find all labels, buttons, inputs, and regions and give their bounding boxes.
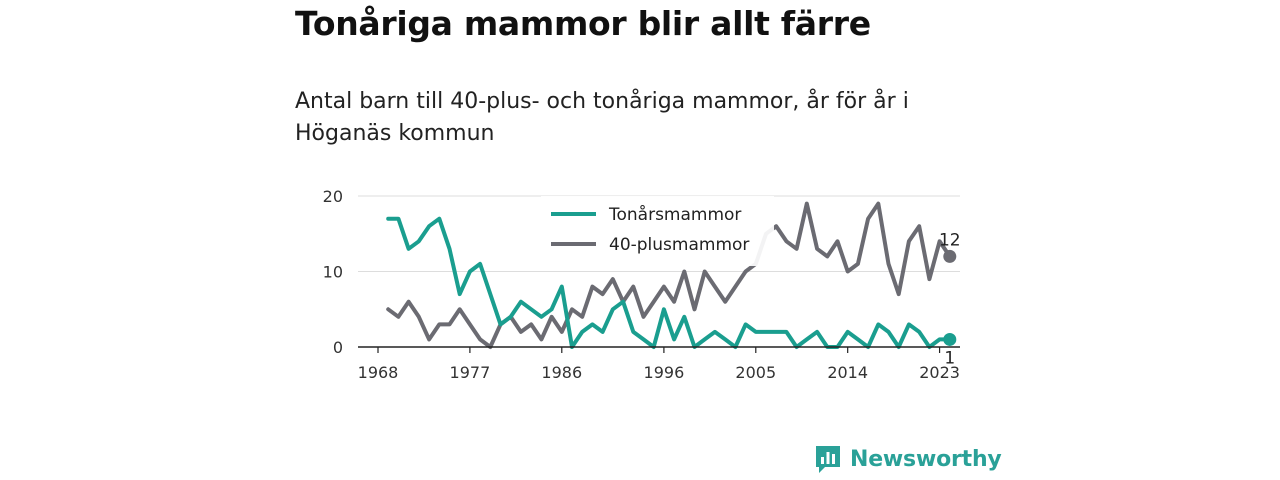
brand-logo: Newsworthy: [814, 444, 1002, 474]
x-tick-label: 1986: [541, 363, 582, 382]
end-point: [943, 249, 957, 263]
brand-name: Newsworthy: [850, 446, 1002, 472]
x-tick-label: 2023: [919, 363, 960, 382]
end-value-label: 12: [939, 230, 961, 250]
chart-subtitle: Antal barn till 40-plus- och tonåriga ma…: [295, 89, 909, 146]
legend-label: 40-plusmammor: [609, 235, 749, 255]
y-tick-label: 0: [333, 338, 343, 357]
x-tick-label: 1977: [450, 363, 491, 382]
x-tick-label: 1996: [644, 363, 685, 382]
x-tick-label: 2005: [735, 363, 776, 382]
legend-background: [541, 196, 774, 266]
bar-chart-icon: [816, 446, 840, 473]
chart-title: Tonåriga mammor blir allt färre: [295, 4, 871, 43]
x-tick-label: 1968: [358, 363, 399, 382]
end-value-label: 1: [944, 348, 955, 368]
legend-label: Tonårsmammor: [608, 204, 741, 225]
end-point: [943, 332, 957, 346]
series-line-40-plusmammor: [386, 201, 952, 349]
x-tick-label: 2014: [827, 363, 868, 382]
series-line-tonarsmammor: [386, 216, 952, 349]
y-tick-label: 20: [323, 187, 343, 206]
y-tick-label: 10: [323, 263, 343, 282]
